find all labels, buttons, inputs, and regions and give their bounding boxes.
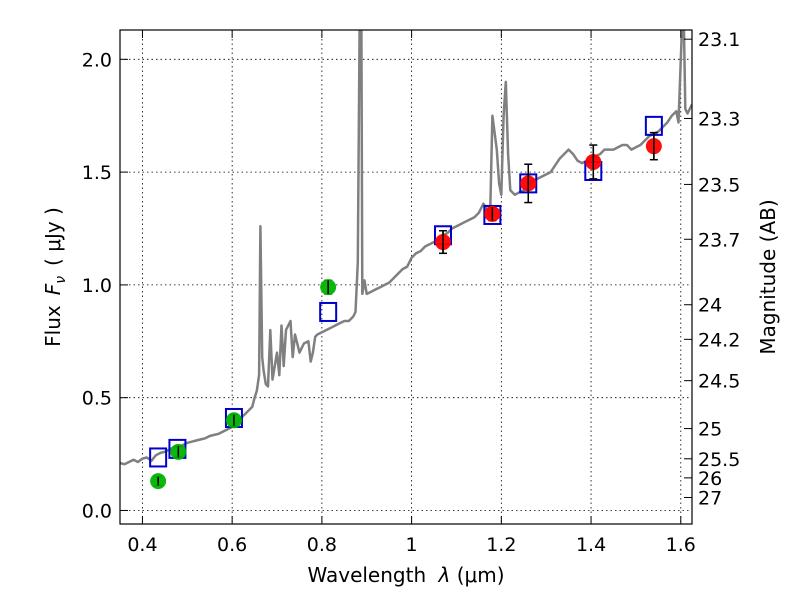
right-tick-label: 24 (698, 295, 722, 317)
y-tick-label: 0.5 (82, 388, 112, 410)
x-tick-label: 0.6 (217, 534, 247, 556)
right-tick-label: 25 (698, 419, 722, 441)
y-tick-label: 1.0 (82, 275, 112, 297)
x-tick-label: 0.8 (307, 534, 337, 556)
x-tick-label: 1.2 (486, 534, 516, 556)
model-photometry-square (149, 447, 168, 468)
plot-area (120, 30, 692, 490)
y-tick-label: 0.0 (82, 500, 112, 522)
right-tick-label: 24.2 (698, 329, 740, 351)
right-tick-label: 23.5 (698, 174, 740, 196)
model-spectrum-line (120, 30, 692, 466)
y-axis-label: FluxFν( μJy ) (41, 207, 69, 347)
plot-frame (119, 29, 693, 525)
grid-lines (120, 30, 692, 524)
x-tick-label: 1.4 (576, 534, 606, 556)
y-tick-label: 2.0 (82, 49, 112, 71)
right-tick-label: 26 (698, 468, 722, 490)
x-axis-label: Wavelength λ (μm) (307, 563, 504, 587)
right-tick-label: 23.1 (698, 29, 740, 51)
model-photometry-square (319, 301, 338, 322)
axis-ticks: 0.4 0.6 0.8 1 1.2 1.4 1.6 0.0 0.5 1.0 1.5 2.0 23.1 23… (82, 29, 741, 556)
x-tick-label: 1.6 (666, 534, 696, 556)
right-tick-label: 23.3 (698, 108, 740, 130)
right-tick-label: 25.5 (698, 449, 740, 471)
right-tick-label: 24.5 (698, 371, 740, 393)
data-markers (149, 115, 663, 490)
right-tick-label: 23.7 (698, 229, 740, 251)
x-tick-label: 0.4 (127, 534, 157, 556)
y-tick-label: 1.5 (82, 162, 112, 184)
right-tick-label: 27 (698, 487, 722, 509)
x-tick-label: 1 (406, 534, 418, 556)
right-axis-label: Magnitude (AB) (756, 199, 780, 354)
